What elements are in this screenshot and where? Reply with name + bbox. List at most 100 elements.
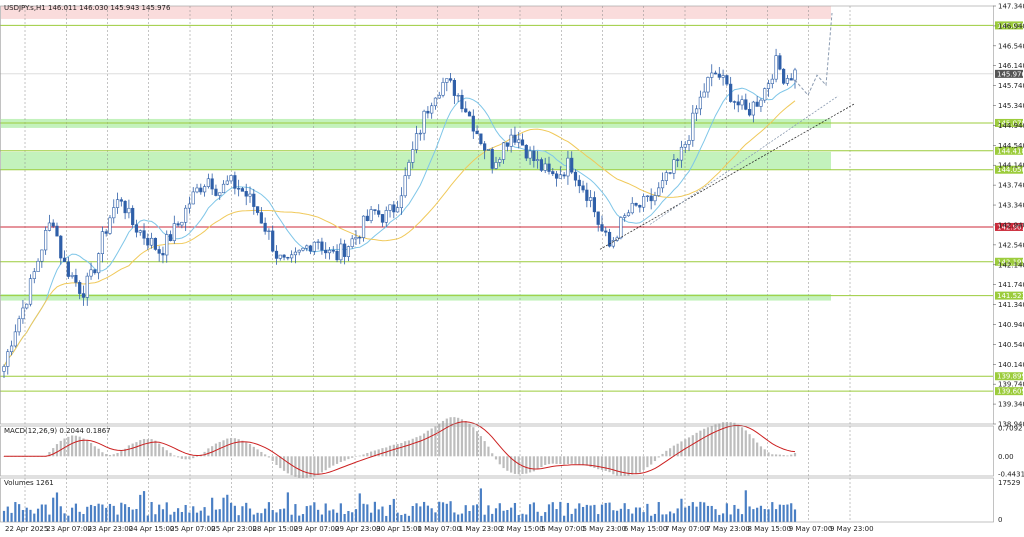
candle[interactable] <box>339 238 343 264</box>
candle[interactable] <box>433 97 438 110</box>
candle[interactable] <box>44 226 48 255</box>
candle[interactable] <box>763 87 767 103</box>
candle[interactable] <box>645 195 649 202</box>
candle[interactable] <box>104 229 108 237</box>
candle[interactable] <box>713 70 718 75</box>
candle[interactable] <box>354 230 358 246</box>
candle[interactable] <box>471 109 475 139</box>
candle[interactable] <box>570 151 574 175</box>
candle[interactable] <box>176 221 180 228</box>
candle[interactable] <box>146 233 150 250</box>
candle[interactable] <box>403 167 407 198</box>
candle[interactable] <box>520 133 525 146</box>
candle[interactable] <box>180 221 184 229</box>
candle[interactable] <box>483 141 487 160</box>
candle[interactable] <box>240 186 245 192</box>
candle[interactable] <box>589 189 593 208</box>
candle[interactable] <box>562 171 566 179</box>
candle[interactable] <box>585 182 589 208</box>
candle[interactable] <box>740 95 744 110</box>
candle[interactable] <box>233 171 237 195</box>
candle[interactable] <box>346 245 351 262</box>
candle[interactable] <box>21 299 25 324</box>
candle[interactable] <box>607 228 612 248</box>
candle[interactable] <box>694 105 699 121</box>
candle[interactable] <box>604 226 608 237</box>
candle[interactable] <box>282 253 286 261</box>
candle[interactable] <box>407 159 411 180</box>
candle[interactable] <box>93 269 97 275</box>
candle[interactable] <box>32 268 36 284</box>
candle[interactable] <box>297 249 301 256</box>
candle[interactable] <box>259 207 263 224</box>
candle[interactable] <box>134 219 139 238</box>
candle[interactable] <box>248 186 252 203</box>
candle[interactable] <box>494 156 498 170</box>
candle[interactable] <box>581 180 585 193</box>
candle[interactable] <box>460 89 464 113</box>
candle[interactable] <box>51 219 55 229</box>
candle[interactable] <box>577 175 581 194</box>
candle[interactable] <box>725 74 729 87</box>
candle[interactable] <box>698 90 702 116</box>
candle[interactable] <box>255 206 260 216</box>
candle[interactable] <box>668 172 672 175</box>
candle[interactable] <box>112 199 116 224</box>
candle[interactable] <box>554 170 559 187</box>
candle[interactable] <box>418 129 422 141</box>
candle[interactable] <box>505 142 509 152</box>
candle[interactable] <box>524 144 528 162</box>
candle[interactable] <box>252 188 256 215</box>
ma-slow-line[interactable] <box>3 100 796 367</box>
candles-layer[interactable] <box>2 48 797 379</box>
candle[interactable] <box>127 199 131 219</box>
candle[interactable] <box>373 209 377 215</box>
candle[interactable] <box>119 197 123 207</box>
candle[interactable] <box>81 285 86 306</box>
candle[interactable] <box>335 244 339 263</box>
candle[interactable] <box>361 215 366 242</box>
candle[interactable] <box>517 131 521 149</box>
candle[interactable] <box>312 241 316 255</box>
candle[interactable] <box>657 182 661 197</box>
candle[interactable] <box>396 200 400 213</box>
candle[interactable] <box>305 244 309 252</box>
candle[interactable] <box>528 146 532 165</box>
candle[interactable] <box>702 83 706 98</box>
candle[interactable] <box>320 237 324 255</box>
trendlines-layer[interactable] <box>599 12 856 250</box>
candle[interactable] <box>596 211 600 232</box>
candle[interactable] <box>399 187 403 215</box>
candle[interactable] <box>676 157 680 168</box>
candle[interactable] <box>411 141 415 169</box>
candle[interactable] <box>759 98 763 113</box>
candle[interactable] <box>766 79 771 97</box>
candle[interactable] <box>290 250 294 263</box>
candle[interactable] <box>2 364 6 379</box>
candle[interactable] <box>490 147 494 174</box>
candle[interactable] <box>131 205 135 228</box>
candle[interactable] <box>782 68 786 85</box>
candle[interactable] <box>384 206 388 228</box>
candle[interactable] <box>47 214 52 232</box>
candle[interactable] <box>430 102 434 119</box>
candle[interactable] <box>286 256 290 261</box>
candle[interactable] <box>426 106 430 119</box>
candle[interactable] <box>592 191 597 218</box>
candle[interactable] <box>464 101 468 113</box>
candle[interactable] <box>301 247 305 252</box>
candle[interactable] <box>536 150 540 169</box>
candle[interactable] <box>229 174 233 184</box>
candle[interactable] <box>706 76 710 98</box>
candle[interactable] <box>324 242 328 259</box>
candle[interactable] <box>13 324 17 348</box>
candle[interactable] <box>456 93 460 103</box>
candle[interactable] <box>225 175 229 186</box>
candle[interactable] <box>78 280 82 300</box>
candle[interactable] <box>195 183 199 194</box>
candle[interactable] <box>184 205 188 232</box>
candle[interactable] <box>441 77 445 98</box>
candle[interactable] <box>642 193 646 212</box>
candle[interactable] <box>202 184 207 197</box>
